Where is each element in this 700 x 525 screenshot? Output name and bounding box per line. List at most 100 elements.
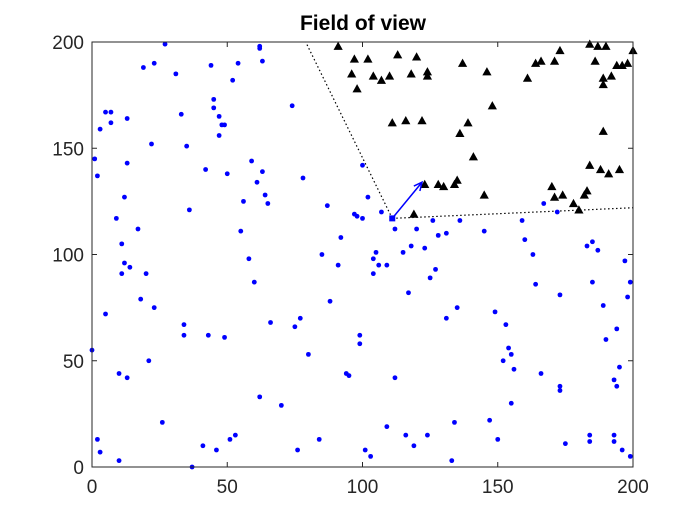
target-triangle <box>549 56 560 65</box>
scatter-point <box>246 256 252 262</box>
scatter-point <box>265 201 271 206</box>
scatter-point <box>433 266 438 272</box>
scatter-point <box>254 179 260 185</box>
scatter-point <box>590 279 595 285</box>
target-triangle <box>384 71 395 80</box>
scatter-point <box>354 213 360 219</box>
scatter-point <box>119 241 125 247</box>
scatter-point <box>435 232 441 238</box>
target-triangle <box>393 50 403 59</box>
target-triangle <box>376 75 387 84</box>
points-layer <box>89 41 633 470</box>
target-triangle <box>622 58 633 67</box>
scatter-point <box>587 439 593 444</box>
scatter-point <box>400 249 406 255</box>
scatter-point <box>554 209 560 215</box>
scatter-point <box>368 453 374 459</box>
target-triangle <box>579 190 589 199</box>
x-tick-label: 0 <box>87 477 98 498</box>
axes: 0 50 100 150 200 0 50 100 150 200 <box>52 33 649 498</box>
scatter-point <box>138 296 144 302</box>
scatter-point <box>557 292 563 298</box>
scatter-point <box>211 105 217 111</box>
target-triangle <box>387 118 397 127</box>
scatter-point <box>124 160 130 166</box>
scatter-point <box>627 279 633 285</box>
scatter-point <box>127 264 133 270</box>
scatter-point <box>538 371 544 376</box>
scatter-point <box>511 366 517 372</box>
scatter-point <box>411 443 417 449</box>
target-triangle <box>401 116 411 125</box>
scatter-point <box>97 449 103 455</box>
scatter-point <box>379 209 384 215</box>
scatter-point <box>208 62 214 68</box>
scatter-point <box>595 247 601 253</box>
x-tick-label: 100 <box>347 477 379 498</box>
scatter-point <box>414 226 419 232</box>
scatter-point <box>557 388 563 393</box>
target-triangle <box>598 73 608 82</box>
scatter-point <box>370 256 376 262</box>
target-triangle <box>420 179 430 189</box>
scatter-point <box>159 419 165 425</box>
scatter-point <box>357 341 363 347</box>
scatter-point <box>108 120 114 126</box>
scatter-point <box>122 260 127 266</box>
target-triangle <box>412 52 422 61</box>
scatter-point <box>357 332 363 338</box>
target-triangle <box>439 181 449 191</box>
scatter-point <box>530 252 536 257</box>
target-triangle <box>455 128 465 138</box>
scatter-point <box>600 303 606 308</box>
scatter-point <box>92 156 98 162</box>
target-triangle <box>568 198 579 208</box>
scatter-point <box>235 60 241 66</box>
target-triangle <box>347 69 357 78</box>
x-tick-label: 50 <box>217 477 238 498</box>
target-triangle <box>449 179 460 189</box>
scatter-point <box>611 439 617 444</box>
x-tick-label: 150 <box>482 477 514 498</box>
scatter-point <box>422 245 428 251</box>
scatter-point <box>492 309 498 315</box>
target-triangle <box>463 118 473 127</box>
target-triangle <box>433 179 443 189</box>
scatter-point <box>124 375 130 381</box>
scatter-point <box>257 394 263 400</box>
scatter-point <box>181 332 187 338</box>
target-triangle <box>522 73 533 82</box>
scatter-point <box>297 315 303 321</box>
scatter-point <box>292 324 298 330</box>
scatter-point <box>427 275 433 281</box>
scatter-point <box>370 271 376 277</box>
scatter-point <box>249 158 254 164</box>
scatter-point <box>95 436 100 442</box>
scatter-point <box>360 215 365 221</box>
scatter-point <box>457 218 463 223</box>
scatter-point <box>95 173 100 179</box>
scatter-point <box>406 290 411 296</box>
scatter-point <box>214 447 219 453</box>
scatter-point <box>584 243 590 249</box>
scatter-point <box>103 311 108 317</box>
scatter-point <box>260 58 265 64</box>
y-tick-label: 100 <box>52 246 84 267</box>
scatter-point <box>346 373 352 379</box>
scatter-point <box>200 443 206 449</box>
target-triangle <box>349 54 359 63</box>
target-triangle <box>333 41 343 50</box>
target-triangle <box>468 152 479 161</box>
scatter-point <box>116 371 122 376</box>
scatter-point <box>140 65 146 70</box>
scatter-point <box>262 192 268 198</box>
scatter-point <box>503 322 509 328</box>
scatter-point <box>143 271 149 277</box>
scatter-point <box>306 351 311 357</box>
target-triangle <box>422 71 433 80</box>
heading-arrow-shaft <box>391 181 423 219</box>
fov-ray-1 <box>305 41 393 219</box>
scatter-point <box>384 424 390 430</box>
scatter-point <box>376 262 382 268</box>
fov-ray-2 <box>392 207 634 219</box>
